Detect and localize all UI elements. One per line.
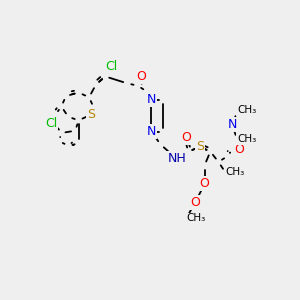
- Text: N: N: [147, 125, 156, 138]
- Text: CH₃: CH₃: [225, 167, 244, 177]
- Text: Cl: Cl: [105, 59, 117, 73]
- Text: N: N: [228, 118, 237, 131]
- Text: O: O: [200, 177, 209, 190]
- Text: NH: NH: [167, 152, 186, 165]
- Text: O: O: [190, 196, 200, 209]
- Text: O: O: [181, 131, 191, 144]
- Text: CH₃: CH₃: [237, 134, 256, 144]
- Text: O: O: [136, 70, 146, 83]
- Text: CH₃: CH₃: [237, 105, 256, 115]
- Text: O: O: [234, 143, 244, 156]
- Text: CH₃: CH₃: [186, 214, 205, 224]
- Text: N: N: [147, 93, 156, 106]
- Text: S: S: [87, 108, 95, 121]
- Text: Cl: Cl: [45, 117, 57, 130]
- Text: S: S: [196, 140, 204, 153]
